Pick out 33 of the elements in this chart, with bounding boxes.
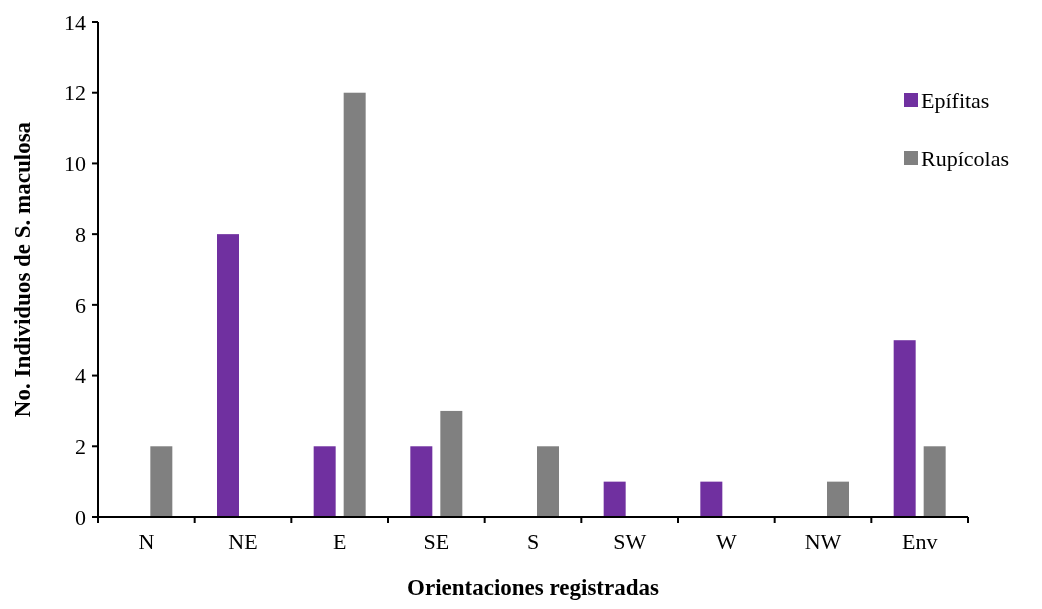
y-tick-label: 0: [75, 504, 86, 530]
legend-label: Rupícolas: [921, 145, 1009, 171]
bar: [343, 92, 366, 517]
bar: [700, 481, 723, 517]
bar: [537, 446, 559, 517]
bar: [923, 446, 946, 517]
bar: [313, 446, 336, 517]
legend-label: Epífitas: [921, 87, 990, 113]
x-tick-label: S: [526, 529, 540, 554]
x-tick-label: NE: [228, 529, 258, 554]
y-tick-label: 12: [64, 80, 86, 106]
bar: [827, 481, 849, 517]
y-tick-label: 2: [75, 433, 86, 459]
x-tick-label: N: [138, 529, 155, 554]
x-tick-label: E: [332, 529, 347, 554]
x-tick-label: W: [715, 529, 737, 554]
y-tick-label: 10: [64, 151, 86, 177]
bar: [217, 234, 239, 517]
y-axis-title: No. Individuos de S. maculosa: [10, 121, 35, 418]
y-tick-label: 6: [75, 292, 86, 318]
bar: [150, 446, 173, 517]
y-tick-label: 4: [75, 363, 86, 389]
x-tick-label: NW: [804, 529, 842, 554]
bar: [440, 410, 463, 517]
x-tick-label: Env: [901, 529, 938, 554]
x-axis-title: Orientaciones registradas: [407, 575, 659, 600]
bar: [603, 481, 626, 517]
x-tick-label: SW: [613, 529, 647, 554]
bar: [893, 340, 916, 517]
bar: [410, 446, 433, 517]
y-tick-label: 14: [64, 9, 86, 35]
y-tick-label: 8: [75, 221, 86, 247]
x-tick-label: SE: [423, 529, 450, 554]
